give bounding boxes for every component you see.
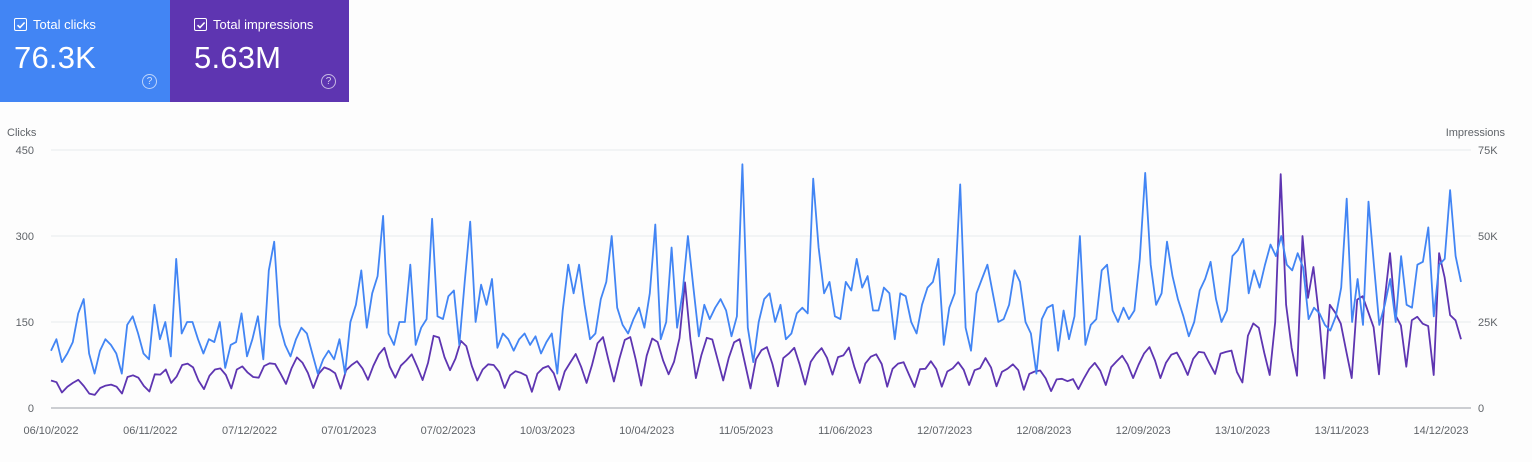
x-tick-label: 10/03/2023 <box>520 425 575 437</box>
y2-tick-label: 0 <box>1478 403 1484 415</box>
x-tick-label: 11/06/2023 <box>818 425 872 437</box>
total-clicks-label: Total clicks <box>33 17 96 32</box>
total-clicks-card[interactable]: Total clicks 76.3K ? <box>0 0 170 102</box>
x-tick-label: 07/01/2023 <box>321 425 376 437</box>
total-impressions-label: Total impressions <box>213 17 314 32</box>
impressions-series-line <box>50 173 1462 396</box>
grid-lines <box>51 149 1471 409</box>
y-tick-label: 450 <box>16 145 34 157</box>
x-tick-label: 10/04/2023 <box>619 425 674 437</box>
y-axis-label-clicks: Clicks <box>7 127 37 139</box>
y-tick-label: 0 <box>28 403 34 415</box>
checkbox-checked-icon[interactable] <box>194 18 207 31</box>
y-tick-label: 150 <box>16 317 34 329</box>
x-tick-label: 14/12/2023 <box>1413 425 1468 437</box>
total-impressions-value: 5.63M <box>194 40 282 75</box>
x-axis-ticks: 06/10/2022 06/11/2022 07/12/2022 07/01/2023… <box>23 425 1468 437</box>
x-tick-label: 06/11/2022 <box>123 425 177 437</box>
series-lines <box>50 163 1462 396</box>
checkbox-checked-icon[interactable] <box>14 18 27 31</box>
y2-tick-label: 75K <box>1478 145 1498 157</box>
x-tick-label: 11/05/2023 <box>719 425 773 437</box>
x-tick-label: 12/07/2023 <box>917 425 972 437</box>
x-tick-label: 07/12/2022 <box>222 425 277 437</box>
y-axis-label-impressions: Impressions <box>1446 127 1506 139</box>
help-icon[interactable]: ? <box>142 74 157 89</box>
total-clicks-title: Total clicks <box>14 17 96 32</box>
help-icon[interactable]: ? <box>321 74 336 89</box>
y2-tick-label: 50K <box>1478 231 1498 243</box>
total-impressions-title: Total impressions <box>194 17 313 32</box>
y2-tick-label: 25K <box>1478 317 1498 329</box>
y-tick-label: 300 <box>16 231 34 243</box>
x-tick-label: 06/10/2022 <box>23 425 78 437</box>
x-tick-label: 07/02/2023 <box>421 425 476 437</box>
x-tick-label: 13/11/2023 <box>1315 425 1369 437</box>
x-tick-label: 12/09/2023 <box>1116 425 1171 437</box>
total-impressions-card[interactable]: Total impressions 5.63M ? <box>170 0 349 102</box>
x-tick-label: 12/08/2023 <box>1016 425 1071 437</box>
total-clicks-value: 76.3K <box>14 40 97 75</box>
clicks-series-line <box>50 163 1462 375</box>
x-tick-label: 13/10/2023 <box>1215 425 1270 437</box>
y2-axis-ticks: 0 25K 50K 75K <box>1478 145 1498 415</box>
y-axis-ticks: 0 150 300 450 <box>16 145 34 415</box>
clicks-impressions-chart: Clicks Impressions 0 150 300 450 0 25K 50K 75K… <box>7 127 1506 437</box>
